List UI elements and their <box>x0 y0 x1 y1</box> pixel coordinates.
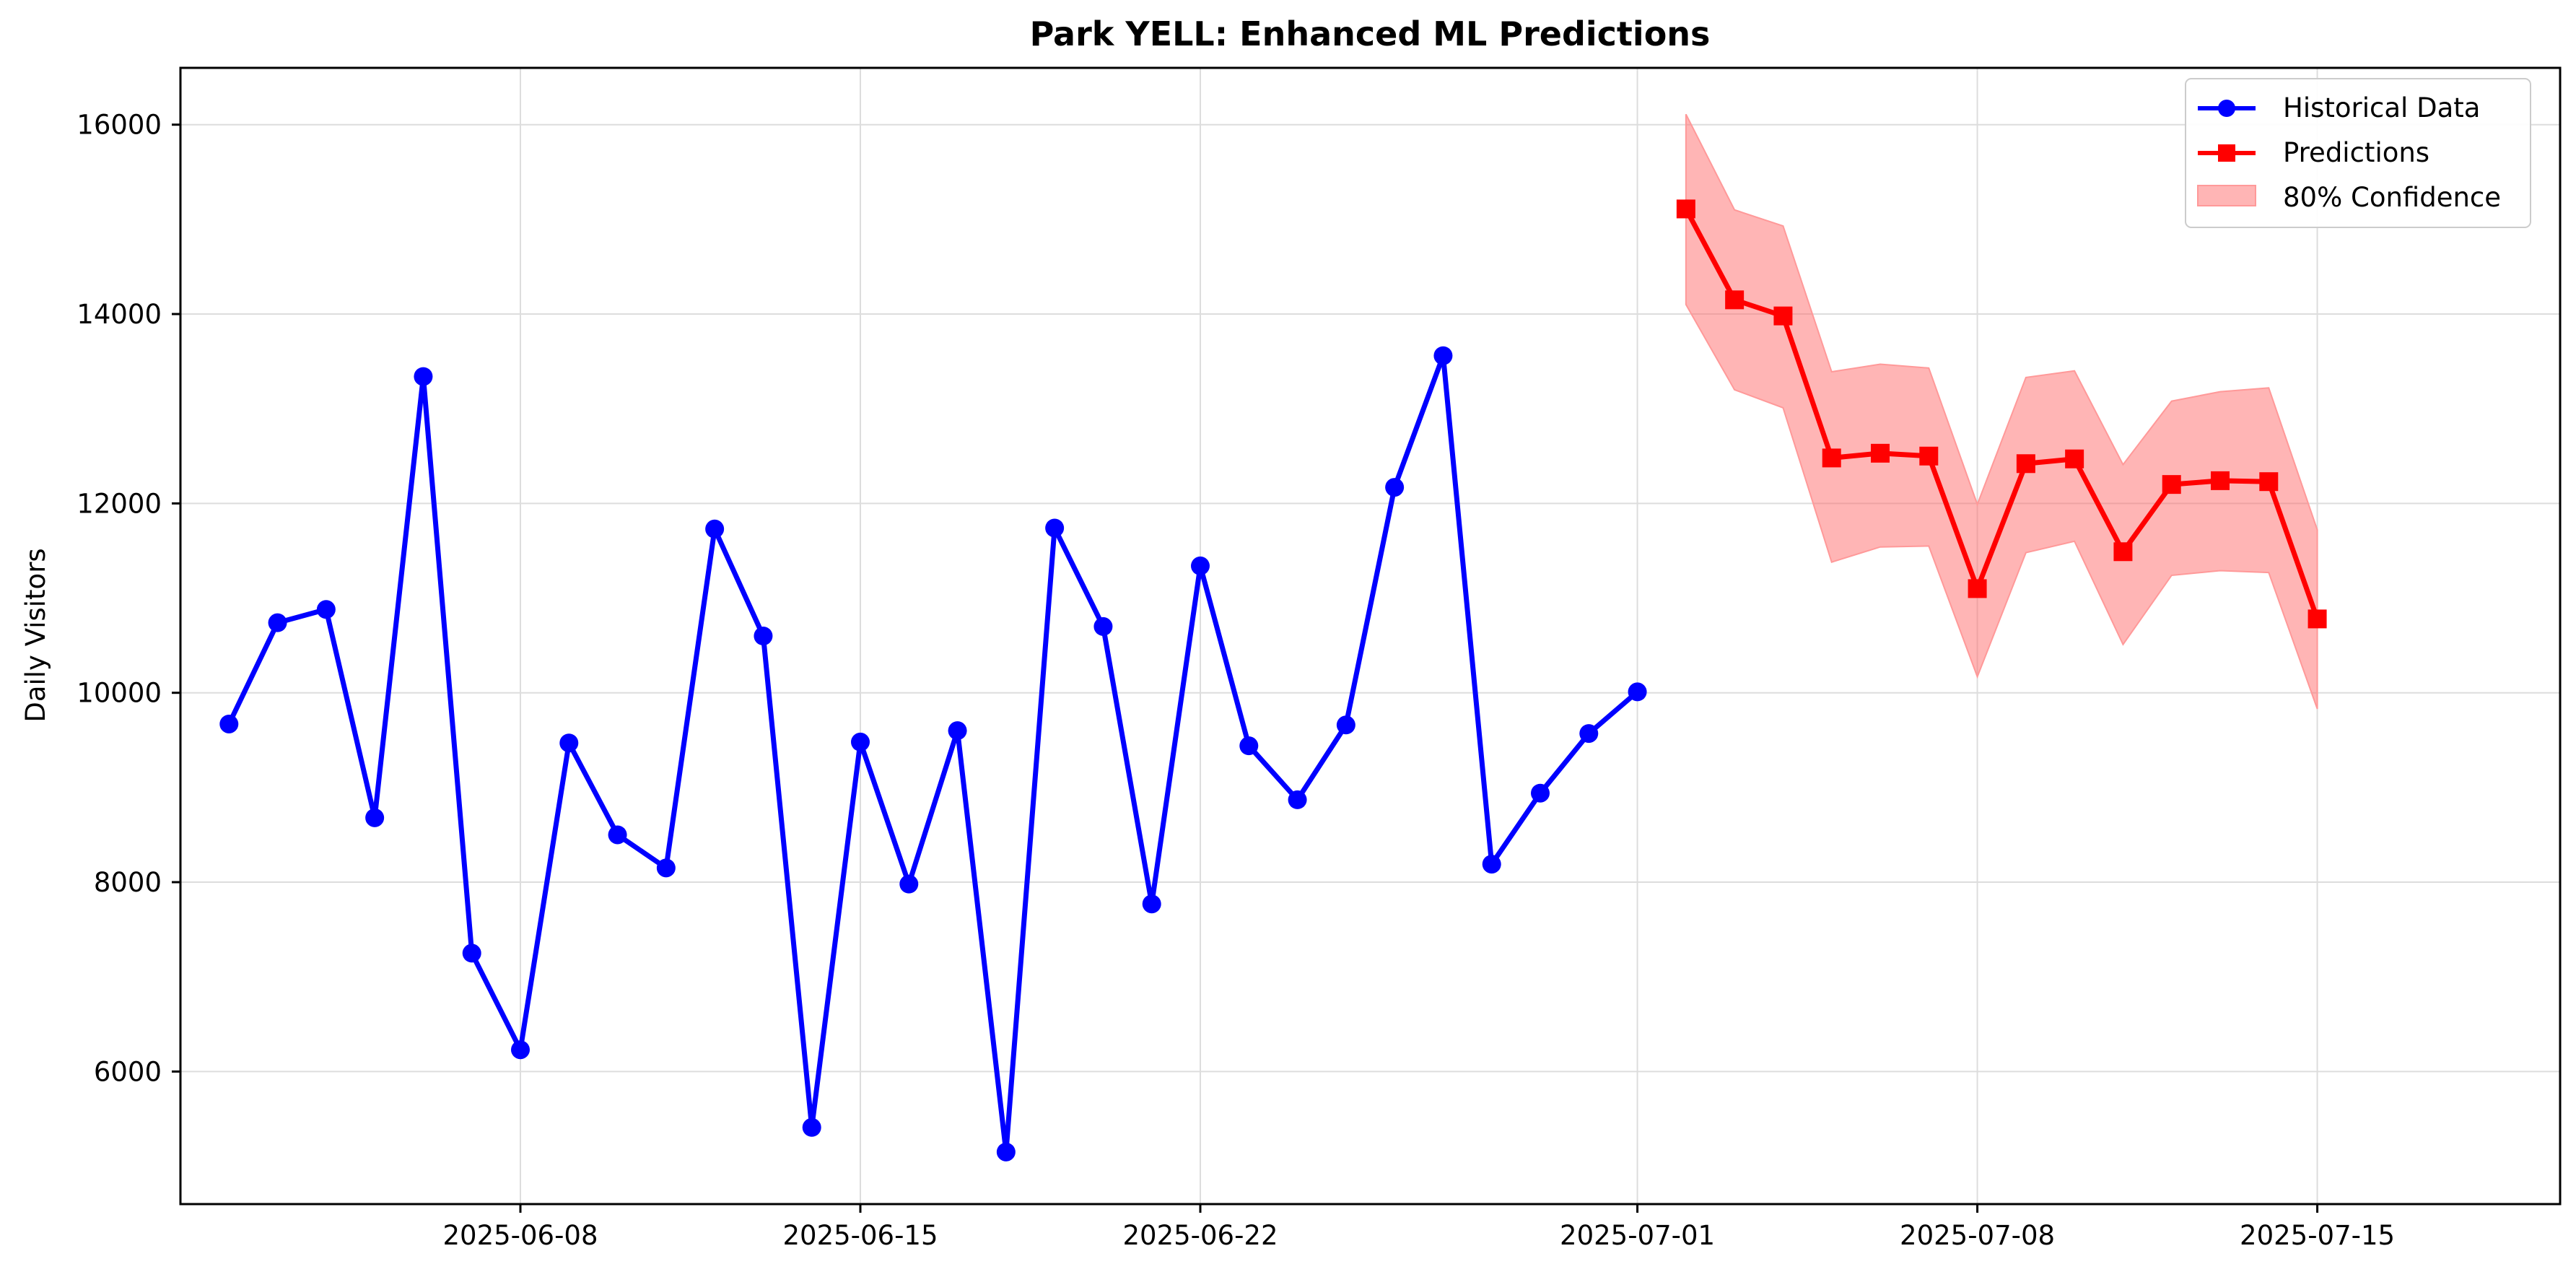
historical-point <box>1045 518 1065 538</box>
x-tick-label: 2025-06-22 <box>1122 1220 1278 1251</box>
x-tick-label: 2025-06-15 <box>782 1220 938 1251</box>
historical-point <box>414 367 433 386</box>
historical-point <box>1093 616 1113 636</box>
chart-title: Park YELL: Enhanced ML Predictions <box>1030 14 1711 53</box>
prediction-point <box>1871 443 1890 463</box>
prediction-point <box>1725 290 1745 310</box>
plot-frame <box>179 66 2562 1206</box>
historical-point <box>1385 478 1405 497</box>
historical-point <box>316 600 336 619</box>
legend: Historical Data Predictions 80% Confiden… <box>2185 78 2531 228</box>
confidence-band-layer <box>1685 113 2318 710</box>
historical-point <box>511 1040 530 1060</box>
x-tick-label: 2025-06-08 <box>442 1220 598 1251</box>
y-tick-label: 10000 <box>77 678 162 709</box>
historical-point <box>1531 783 1550 803</box>
historical-point <box>656 858 676 878</box>
historical-point <box>705 519 725 539</box>
historical-point <box>851 732 870 751</box>
legend-confidence-swatch <box>2197 185 2256 206</box>
historical-point <box>996 1142 1016 1161</box>
historical-point <box>608 825 627 845</box>
prediction-point <box>2308 609 2327 629</box>
historical-point <box>559 733 579 753</box>
prediction-point <box>2065 449 2084 468</box>
prediction-point <box>2016 454 2035 474</box>
series-0 <box>219 346 1647 1161</box>
x-tick-label: 2025-07-15 <box>2240 1220 2395 1251</box>
historical-point <box>1628 682 1647 702</box>
historical-point <box>1482 855 1501 874</box>
prediction-point <box>1676 199 1695 219</box>
y-tick-label: 14000 <box>77 299 162 330</box>
y-axis-label: Daily Visitors <box>20 548 51 722</box>
prediction-point <box>2113 542 2133 562</box>
x-tick-label: 2025-07-01 <box>1560 1220 1715 1251</box>
tick-layer: 2025-06-08 2025-06-15 2025-06-22 2025-07-01… <box>77 110 2395 1251</box>
series-line <box>226 353 1641 1155</box>
historical-point <box>1288 790 1307 809</box>
series-1 <box>1676 199 2327 629</box>
prediction-point <box>1919 446 1939 466</box>
prediction-point <box>2211 471 2230 490</box>
legend-box <box>2185 78 2531 228</box>
historical-point <box>1191 556 1210 575</box>
legend-predictions-marker <box>2218 144 2235 162</box>
historical-point <box>754 627 773 645</box>
historical-point <box>268 613 287 632</box>
historical-point <box>1142 894 1161 914</box>
legend-predictions-label: Predictions <box>2283 137 2429 168</box>
historical-point <box>365 808 385 827</box>
prediction-point <box>1773 306 1793 326</box>
series-layer <box>219 199 2327 1161</box>
confidence-band <box>1685 113 2318 710</box>
y-tick-label: 16000 <box>77 110 162 141</box>
historical-point <box>948 721 967 741</box>
historical-point <box>1433 346 1453 365</box>
y-tick-label: 6000 <box>94 1056 162 1087</box>
legend-historical-label: Historical Data <box>2283 92 2480 123</box>
prediction-point <box>1968 579 1987 598</box>
historical-point <box>1336 715 1355 735</box>
historical-point <box>1579 724 1599 744</box>
prediction-point <box>2162 475 2181 494</box>
x-tick-label: 2025-07-08 <box>1900 1220 2055 1251</box>
prediction-point <box>2259 472 2279 492</box>
historical-point <box>802 1117 821 1137</box>
legend-historical-marker <box>2218 100 2235 117</box>
legend-confidence-label: 80% Confidence <box>2283 182 2501 213</box>
prediction-point <box>1822 448 1841 468</box>
historical-point <box>219 714 239 733</box>
historical-point <box>1239 736 1259 756</box>
historical-point <box>899 874 919 894</box>
y-tick-label: 12000 <box>77 488 162 519</box>
historical-point <box>462 943 481 963</box>
y-tick-label: 8000 <box>94 867 162 898</box>
